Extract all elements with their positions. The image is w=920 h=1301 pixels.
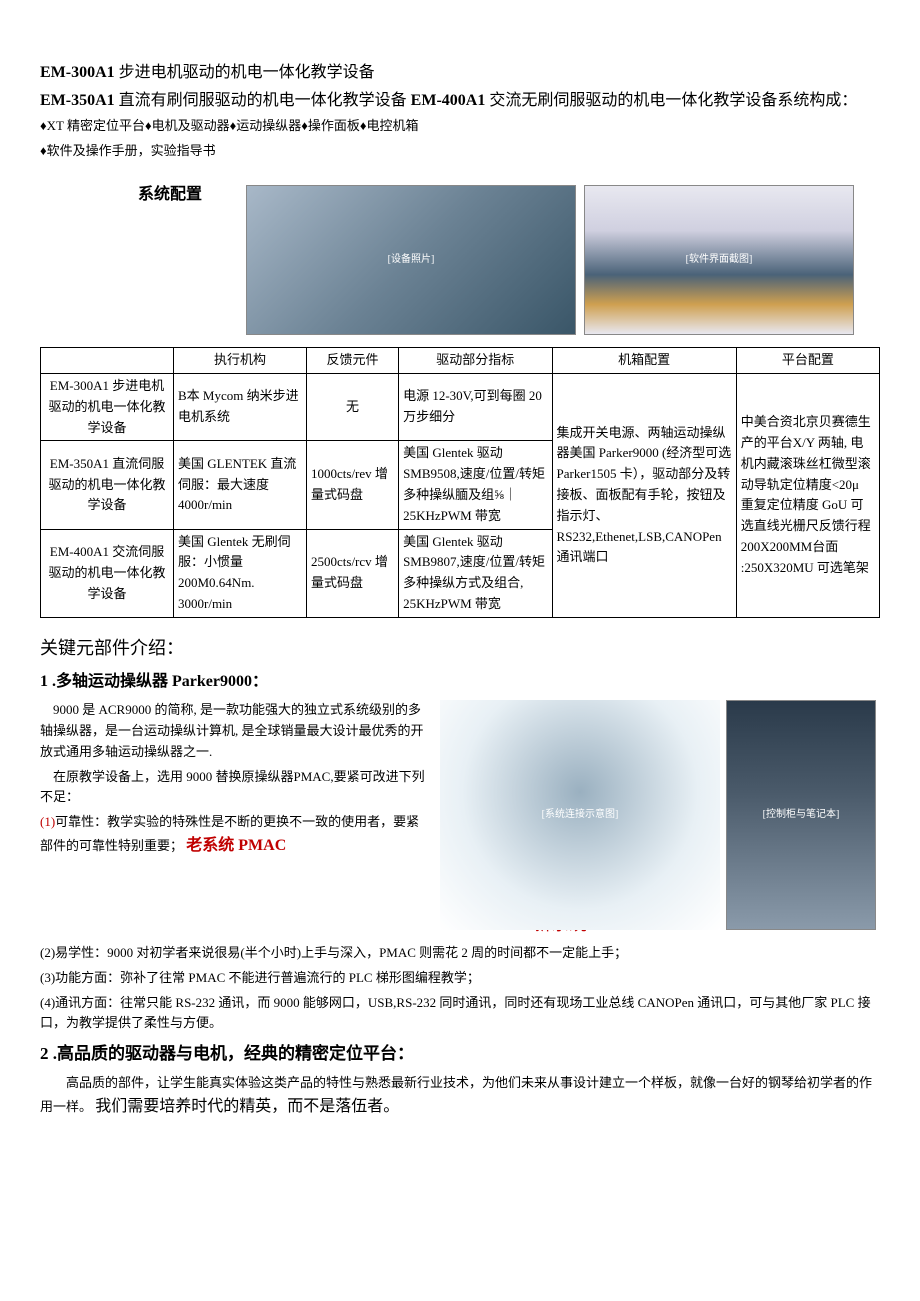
system-diagram: [系统连接示意图] xyxy=(440,700,720,930)
section1-row: 9000 是 ACR9000 的简称, 是一款功能强大的独立式系统级别的多轴操纵… xyxy=(40,700,880,930)
th-3: 驱动部分指标 xyxy=(399,348,552,374)
title-block: EM-300A1 步进电机驱动的机电一体化教学设备 EM-350A1 直流有刷伺… xyxy=(40,60,880,162)
dia2-alt: [控制柜与笔记本] xyxy=(763,807,840,823)
s2-p1b: 我们需要培养时代的精英，而不是落伍者。 xyxy=(95,1098,399,1115)
model-em300a1: EM-300A1 xyxy=(40,64,115,81)
th-2: 反馈元件 xyxy=(307,348,399,374)
table-row: EM-300A1 步进电机驱动的机电一体化教学设备 B本 Mycom 纳米步进电… xyxy=(41,373,880,440)
title-line-1: EM-300A1 步进电机驱动的机电一体化教学设备 xyxy=(40,60,880,86)
cell-r1c2: 1000cts/rev 增量式码盘 xyxy=(307,441,399,529)
cell-r0c3: 电源 12-30V,可到每圈 20 万步细分 xyxy=(399,373,552,440)
key-parts-heading: 关键元部件介绍： xyxy=(40,634,880,663)
dia1-alt: [系统连接示意图] xyxy=(542,807,619,823)
s1-li3: (3)功能方面：弥补了往常 PMAC 不能进行普遍流行的 PLC 梯形图编程教学… xyxy=(40,968,880,989)
cell-r2c2: 2500cts/rcv 增量式码盘 xyxy=(307,529,399,617)
cell-r0c2: 无 xyxy=(307,373,399,440)
t2c: ♦XT 精密定位平台♦电机及驱动器♦运动操纵器♦操作面板♦电控机箱 xyxy=(40,118,419,133)
s1-p1: 9000 是 ACR9000 的简称, 是一款功能强大的独立式系统级别的多轴操纵… xyxy=(40,700,430,762)
th-1: 执行机构 xyxy=(174,348,307,374)
cell-r2c3: 美国 Glentek 驱动 SMB9807,速度/位置/转矩多种操纵方式及组合,… xyxy=(399,529,552,617)
cell-r0c0: EM-300A1 步进电机驱动的机电一体化教学设备 xyxy=(41,373,174,440)
cell-r2c0: EM-400A1 交流伺服驱动的机电一体化教学设备 xyxy=(41,529,174,617)
s1-p2: 在原教学设备上，选用 9000 替换原操纵器PMAC,要紧可改进下列不足： xyxy=(40,767,430,809)
software-screenshot: [软件界面截图] xyxy=(584,185,854,335)
cell-r1c0: EM-350A1 直流伺服驱动的机电一体化教学设备 xyxy=(41,441,174,529)
img2-alt: [软件界面截图] xyxy=(686,252,753,268)
section2-heading: 2 .高品质的驱动器与电机，经典的精密定位平台： xyxy=(40,1040,880,1067)
t2b: 交流无刷伺服驱动的机电一体化教学设备系统构成： xyxy=(485,92,857,109)
cell-r0c1: B本 Mycom 纳米步进电机系统 xyxy=(174,373,307,440)
model-em400a1: EM-400A1 xyxy=(411,92,486,109)
title-line-3: ♦软件及操作手册，实验指导书 xyxy=(40,141,880,162)
images-row: [设备照片] [软件界面截图] xyxy=(40,185,880,335)
cell-r1c3: 美国 Glentek 驱动 SMB9508,速度/位置/转矩多种操纵腼及组⅝｜2… xyxy=(399,441,552,529)
t2a: 直流有刷伺服驱动的机电一体化教学设备 xyxy=(115,92,411,109)
cell-c4-merged: 集成开关电源、两轴运动操纵器美国 Parker9000 (经济型可选 Parke… xyxy=(552,373,736,617)
th-0 xyxy=(41,348,174,374)
title-line-2: EM-350A1 直流有刷伺服驱动的机电一体化教学设备 EM-400A1 交流无… xyxy=(40,88,880,139)
controller-photo: [控制柜与笔记本] xyxy=(726,700,876,930)
cell-r2c1: 美国 Glentek 无刷伺服：小惯量 200M0.64Nm. 3000r/mi… xyxy=(174,529,307,617)
section1-heading: 1 .多轴运动操纵器 Parker9000： xyxy=(40,669,880,695)
s1-li2: (2)易学性：9000 对初学者来说很易(半个小时)上手与深入，PMAC 则需花… xyxy=(40,943,880,964)
section1-text: 9000 是 ACR9000 的简称, 是一款功能强大的独立式系统级别的多轴操纵… xyxy=(40,700,430,930)
th-5: 平台配置 xyxy=(736,348,879,374)
section1-images: [系统连接示意图] [控制柜与笔记本] xyxy=(440,700,880,930)
img1-alt: [设备照片] xyxy=(388,252,435,268)
th-4: 机箱配置 xyxy=(552,348,736,374)
spec-table: 执行机构 反馈元件 驱动部分指标 机箱配置 平台配置 EM-300A1 步进电机… xyxy=(40,347,880,618)
table-header-row: 执行机构 反馈元件 驱动部分指标 机箱配置 平台配置 xyxy=(41,348,880,374)
cell-c5-merged: 中美合资北京贝赛德生产的平台X/Y 两轴, 电机内藏滚珠丝杠微型滚动导轨定位精度… xyxy=(736,373,879,617)
cell-r1c1: 美国 GLENTEK 直流伺服：最大速度4000r/min xyxy=(174,441,307,529)
s1-li1: (1)可靠性：教学实验的特殊性是不断的更换不一致的使用者，要紧部件的可靠性特别重… xyxy=(40,812,430,858)
model-em350a1: EM-350A1 xyxy=(40,92,115,109)
s1-li1b: 老系统 PMAC xyxy=(186,837,286,854)
s1-li4: (4)通讯方面：往常只能 RS-232 通讯，而 9000 能够网口，USB,R… xyxy=(40,993,880,1035)
equipment-photo: [设备照片] xyxy=(246,185,576,335)
s2-p1: 高品质的部件，让学生能真实体验这类产品的特性与熟悉最新行业技术，为他们未来从事设… xyxy=(40,1073,880,1119)
title-line-1-text: 步进电机驱动的机电一体化教学设备 xyxy=(115,64,375,81)
